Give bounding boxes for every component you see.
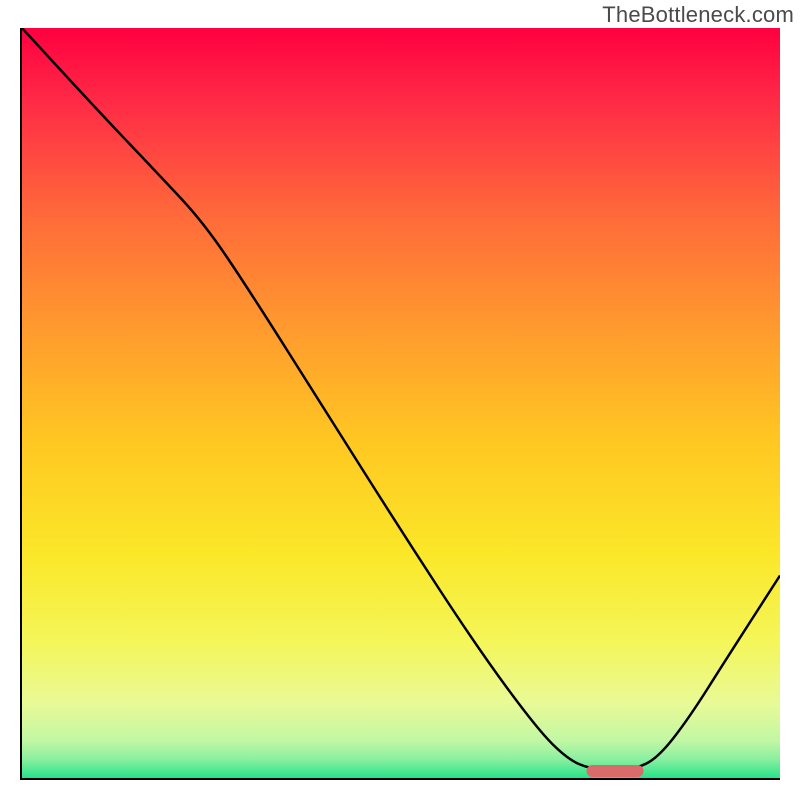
bottleneck-curve (22, 28, 780, 778)
watermark-text: TheBottleneck.com (602, 2, 794, 28)
plot-area (20, 28, 780, 780)
chart-container: TheBottleneck.com (0, 0, 800, 800)
optimal-marker (586, 765, 643, 777)
